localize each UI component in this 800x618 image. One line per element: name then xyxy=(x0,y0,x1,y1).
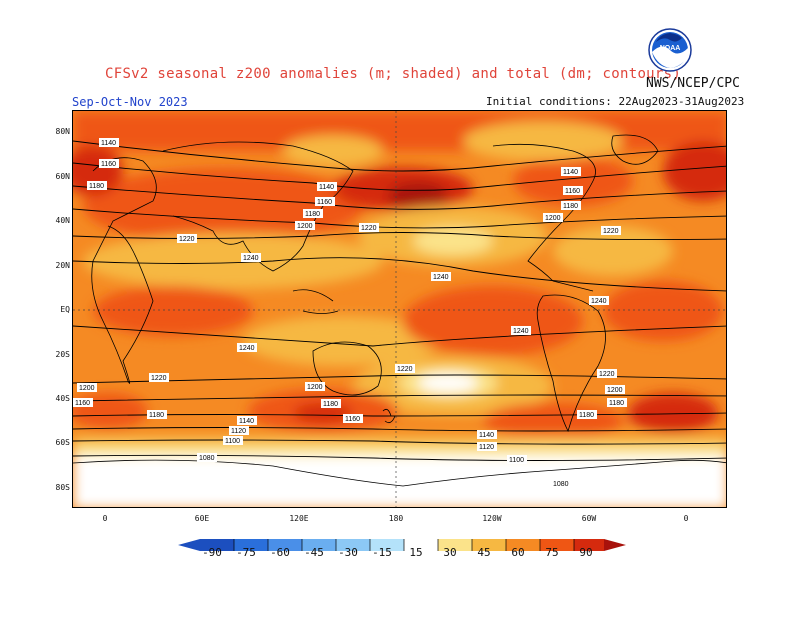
anomaly-map: 1140 1160 1180 1140 1160 1180 1200 1220 … xyxy=(72,110,727,508)
colorbar-tick: 90 xyxy=(568,546,604,559)
svg-text:1200: 1200 xyxy=(307,384,323,391)
svg-text:1200: 1200 xyxy=(297,223,313,230)
colorbar-tick: -15 xyxy=(364,546,400,559)
svg-text:1160: 1160 xyxy=(101,161,116,168)
lon-label: 120W xyxy=(472,514,512,523)
svg-text:1140: 1140 xyxy=(479,432,494,439)
lat-label: 20S xyxy=(50,350,70,359)
svg-text:1220: 1220 xyxy=(599,371,615,378)
svg-text:1180: 1180 xyxy=(609,400,624,407)
svg-text:1240: 1240 xyxy=(591,298,607,305)
agency-label: NWS/NCEP/CPC xyxy=(646,76,740,91)
colorbar-tick: 30 xyxy=(432,546,468,559)
lon-label: 0 xyxy=(85,514,125,523)
colorbar-tick: -45 xyxy=(296,546,332,559)
svg-text:1220: 1220 xyxy=(179,236,195,243)
lat-label: 40S xyxy=(50,394,70,403)
svg-text:1180: 1180 xyxy=(305,211,320,218)
svg-text:1180: 1180 xyxy=(89,183,104,190)
colorbar-arrow-right xyxy=(604,539,626,551)
svg-text:1120: 1120 xyxy=(479,444,494,451)
colorbar-tick: -90 xyxy=(194,546,230,559)
colorbar-tick: 15 xyxy=(398,546,434,559)
svg-text:1220: 1220 xyxy=(397,366,413,373)
svg-text:1240: 1240 xyxy=(243,255,259,262)
lat-label: 80N xyxy=(50,127,70,136)
svg-text:1080: 1080 xyxy=(553,481,569,488)
lat-label: 60N xyxy=(50,172,70,181)
svg-text:1200: 1200 xyxy=(79,385,95,392)
svg-text:1080: 1080 xyxy=(199,455,215,462)
svg-text:1180: 1180 xyxy=(323,401,338,408)
colorbar-tick: 45 xyxy=(466,546,502,559)
svg-text:1140: 1140 xyxy=(563,169,578,176)
svg-text:1180: 1180 xyxy=(149,412,164,419)
map-title: CFSv2 seasonal z200 anomalies (m; shaded… xyxy=(105,66,681,82)
svg-text:1200: 1200 xyxy=(607,387,623,394)
svg-text:NOAA: NOAA xyxy=(660,45,681,52)
colorbar-tick: 60 xyxy=(500,546,536,559)
lat-label: EQ xyxy=(50,305,70,314)
lon-label: 120E xyxy=(279,514,319,523)
lon-label: 0 xyxy=(666,514,706,523)
svg-text:1100: 1100 xyxy=(509,457,524,464)
lon-label: 60W xyxy=(569,514,609,523)
svg-text:1240: 1240 xyxy=(239,345,255,352)
lon-label: 180 xyxy=(376,514,416,523)
svg-text:1140: 1140 xyxy=(319,184,334,191)
colorbar-tick: -60 xyxy=(262,546,298,559)
initial-conditions-label: Initial conditions: 22Aug2023-31Aug2023 xyxy=(486,95,744,108)
svg-text:1140: 1140 xyxy=(101,140,116,147)
svg-text:1160: 1160 xyxy=(565,188,580,195)
svg-text:1120: 1120 xyxy=(231,428,246,435)
lat-label: 60S xyxy=(50,438,70,447)
svg-text:1220: 1220 xyxy=(361,225,377,232)
season-label: Sep-Oct-Nov 2023 xyxy=(72,95,188,109)
svg-text:1100: 1100 xyxy=(225,438,240,445)
lon-label: 60E xyxy=(182,514,222,523)
svg-text:1240: 1240 xyxy=(433,274,449,281)
svg-text:1160: 1160 xyxy=(317,199,332,206)
lat-label: 20N xyxy=(50,261,70,270)
svg-text:1240: 1240 xyxy=(513,328,529,335)
svg-text:1160: 1160 xyxy=(75,400,90,407)
lat-label: 80S xyxy=(50,483,70,492)
svg-text:1160: 1160 xyxy=(345,416,360,423)
noaa-logo: NOAA xyxy=(648,28,692,72)
colorbar-tick: 75 xyxy=(534,546,570,559)
svg-text:1220: 1220 xyxy=(151,375,167,382)
svg-text:1140: 1140 xyxy=(239,418,254,425)
colorbar-tick: -75 xyxy=(228,546,264,559)
svg-text:1180: 1180 xyxy=(563,203,578,210)
svg-text:1180: 1180 xyxy=(579,412,594,419)
svg-text:1220: 1220 xyxy=(603,228,619,235)
lat-label: 40N xyxy=(50,216,70,225)
map-canvas: 1140 1160 1180 1140 1160 1180 1200 1220 … xyxy=(73,111,727,508)
colorbar-tick: -30 xyxy=(330,546,366,559)
svg-text:1200: 1200 xyxy=(545,215,561,222)
